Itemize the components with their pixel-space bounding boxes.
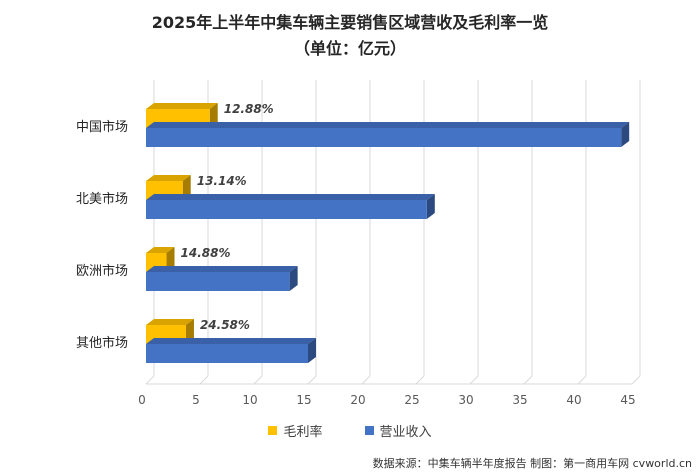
gridline-floor [145, 375, 155, 385]
chart-subtitle: （单位：亿元） [293, 39, 406, 58]
gridline-floor [577, 375, 587, 385]
bar-revenue-top [146, 338, 316, 344]
bar-gross-margin-side [209, 103, 218, 128]
gridline-floor [307, 375, 317, 385]
legend-item-revenue: 营业收入 [364, 421, 432, 440]
bar-gross-margin-top [146, 247, 175, 253]
category-label: 其他市场 [76, 335, 128, 351]
x-tick-label: 25 [404, 393, 419, 407]
x-tick-label: 0 [138, 393, 146, 407]
gridline-floor [415, 375, 425, 385]
bar-gross-margin-side [185, 319, 194, 344]
data-label-gross-margin: 24.58% [200, 318, 250, 332]
chart-title: 2025年上半年中集车辆主要销售区域营收及毛利率一览 （单位：亿元） [0, 10, 700, 62]
bar-gross-margin-side [166, 247, 175, 272]
bar-revenue-top [146, 194, 435, 200]
bar-revenue-top [146, 122, 630, 128]
x-tick-label: 15 [296, 393, 311, 407]
x-tick-label: 10 [242, 393, 257, 407]
legend-item-gross-margin: 毛利率 [268, 421, 323, 440]
data-label-gross-margin: 13.14% [197, 174, 247, 188]
bar-gross-margin-top [146, 175, 191, 181]
source-note: 数据来源：中集车辆半年度报告 制图：第一商用车网 cvworld.cn [372, 457, 692, 470]
bar-revenue-side [426, 194, 435, 219]
bar-revenue-top [146, 266, 298, 272]
x-tick-label: 40 [566, 393, 581, 407]
bar-revenue-side [289, 266, 298, 291]
category-label: 中国市场 [76, 119, 128, 135]
x-tick-label: 45 [620, 393, 635, 407]
legend-label-revenue: 营业收入 [379, 425, 432, 440]
x-tick-label: 35 [512, 393, 527, 407]
data-label-gross-margin: 12.88% [224, 102, 274, 116]
bar-revenue [146, 344, 308, 363]
x-tick-label: 20 [350, 393, 365, 407]
x-tick-label: 5 [192, 393, 200, 407]
bar-revenue-side [308, 338, 316, 363]
gridline-floor [361, 375, 371, 385]
bar-gross-margin-top [146, 103, 218, 109]
legend-label-gross-margin: 毛利率 [283, 425, 323, 440]
gridline-floor [631, 375, 641, 385]
gridline-floor [199, 375, 209, 385]
gridline-floor [469, 375, 479, 385]
category-label: 欧洲市场 [76, 263, 128, 279]
legend: 毛利率 营业收入 [0, 421, 700, 440]
chart-title-main: 2025年上半年中集车辆主要销售区域营收及毛利率一览 [151, 13, 549, 32]
data-label-gross-margin: 14.88% [181, 246, 231, 260]
bar-revenue [146, 128, 622, 147]
bar-revenue [146, 272, 290, 291]
bar-revenue-side [621, 122, 630, 147]
category-label: 北美市场 [76, 191, 128, 207]
x-tick-label: 30 [458, 393, 473, 407]
gridline-floor [253, 375, 263, 385]
legend-swatch-gross-margin [268, 426, 278, 435]
legend-swatch-revenue [364, 426, 374, 435]
bar-gross-margin-top [146, 319, 194, 325]
bar-revenue [146, 200, 427, 219]
bar-gross-margin-side [182, 175, 191, 200]
gridline-floor [523, 375, 533, 385]
